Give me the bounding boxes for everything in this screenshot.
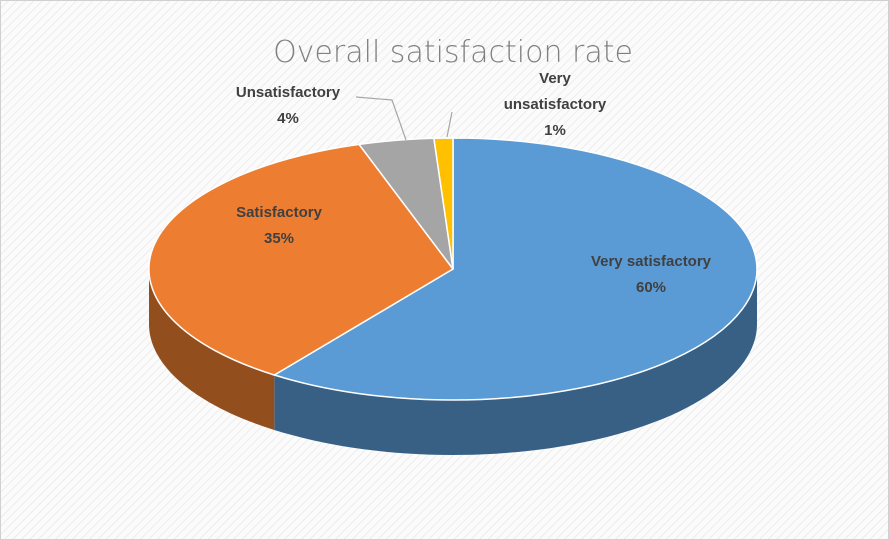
slice bbox=[433, 137, 454, 270]
data-label: Satisfactory 35% bbox=[199, 200, 359, 252]
leader-line bbox=[446, 111, 453, 138]
value-label: 4% bbox=[277, 110, 299, 127]
data-label: Very satisfactory 60% bbox=[541, 249, 761, 301]
category-label: Unsatisfactory bbox=[235, 84, 341, 101]
category-label: Very unsatisfactory bbox=[503, 70, 607, 113]
slice bbox=[148, 143, 455, 376]
value-label: 35% bbox=[263, 230, 295, 247]
data-label: Unsatisfactory 4% bbox=[208, 80, 368, 132]
value-label: 1% bbox=[544, 122, 566, 139]
slice bbox=[272, 137, 758, 401]
category-label: Very satisfactory bbox=[590, 253, 712, 270]
data-label: Very unsatisfactory 1% bbox=[500, 66, 610, 144]
leader-line bbox=[355, 96, 407, 141]
chart-title: Overall satisfaction rate bbox=[273, 35, 633, 70]
pie bbox=[148, 137, 758, 455]
slice-side bbox=[274, 269, 757, 455]
category-label: Satisfactory bbox=[236, 204, 322, 221]
value-label: 60% bbox=[635, 279, 667, 296]
